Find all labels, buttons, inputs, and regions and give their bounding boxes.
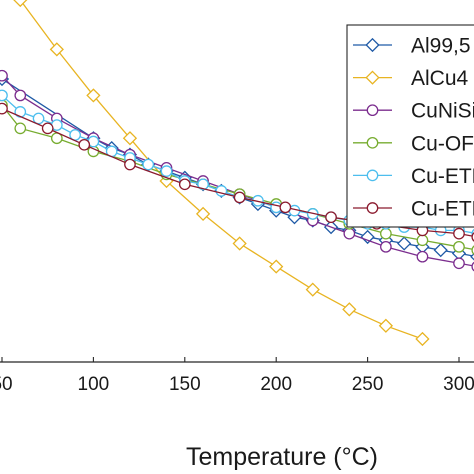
data-point <box>453 240 465 253</box>
data-point <box>32 112 45 125</box>
x-tick-label: 50 <box>0 374 13 395</box>
data-point <box>41 122 54 135</box>
legend-entry: AlCu4 <box>353 67 469 90</box>
data-point <box>49 42 64 57</box>
data-point <box>380 240 392 253</box>
legend-marker <box>366 136 379 149</box>
data-point <box>343 227 356 240</box>
data-point <box>232 236 247 251</box>
data-point <box>160 165 173 177</box>
data-point <box>13 0 28 8</box>
data-point <box>360 229 375 245</box>
data-point <box>124 158 136 171</box>
data-point <box>416 234 429 247</box>
data-point <box>269 259 284 274</box>
data-point <box>197 178 209 191</box>
data-point <box>14 89 27 102</box>
legend-label: Al99,5 <box>411 35 471 58</box>
x-tick-label: 150 <box>169 374 201 395</box>
data-point <box>453 227 465 240</box>
data-point <box>86 88 101 103</box>
data-point <box>470 252 474 261</box>
legend-label: Cu-ETP <box>411 165 474 188</box>
legend-marker <box>366 202 379 214</box>
legend: Al99,5 AlCu4 CuNiSi Cu-OF Cu-ETP Cu-ETP <box>346 24 474 228</box>
x-axis: 50 100 150 200 250 300 <box>0 357 474 395</box>
x-tick-label: 100 <box>78 374 110 395</box>
data-point <box>279 201 292 214</box>
legend-label: CuNiSi <box>411 100 474 123</box>
data-point <box>397 236 412 251</box>
data-point <box>325 211 337 224</box>
data-point <box>142 158 155 171</box>
x-tick-label: 200 <box>260 374 292 395</box>
data-point <box>122 131 138 146</box>
data-point <box>416 250 429 263</box>
series-6 <box>0 102 474 242</box>
legend-marker <box>366 104 379 117</box>
x-axis-title: Temperature (°C) <box>186 443 378 471</box>
legend-entry: Cu-OF <box>353 132 474 155</box>
data-point <box>378 318 393 333</box>
data-point <box>178 178 191 191</box>
data-point <box>0 102 8 115</box>
legend-label: Cu-OF <box>411 132 474 155</box>
legend-entry: Cu-ETP <box>353 198 474 221</box>
legend-box <box>346 24 474 228</box>
x-tick-label: 300 <box>443 374 474 395</box>
legend-marker <box>365 70 380 85</box>
x-tick-label: 250 <box>352 374 384 395</box>
data-point <box>305 282 320 297</box>
series-line <box>1 108 474 238</box>
data-point <box>233 191 246 204</box>
data-point <box>433 242 448 258</box>
data-point <box>0 69 8 82</box>
data-point <box>14 122 27 135</box>
data-point <box>342 302 357 317</box>
data-point <box>78 138 91 151</box>
legend-entry: Al99,5 <box>353 35 471 58</box>
data-point <box>0 89 8 102</box>
data-point <box>415 331 430 347</box>
data-point <box>195 206 211 222</box>
legend-label: AlCu4 <box>411 67 469 90</box>
series-2 <box>13 0 430 347</box>
legend-entry: Cu-ETP <box>353 165 474 188</box>
data-point <box>380 227 392 240</box>
data-point <box>453 257 465 270</box>
legend-marker <box>365 37 380 53</box>
legend-entry: CuNiSi <box>353 100 474 123</box>
legend-marker <box>366 169 379 182</box>
legend-label: Cu-ETP <box>411 198 474 221</box>
